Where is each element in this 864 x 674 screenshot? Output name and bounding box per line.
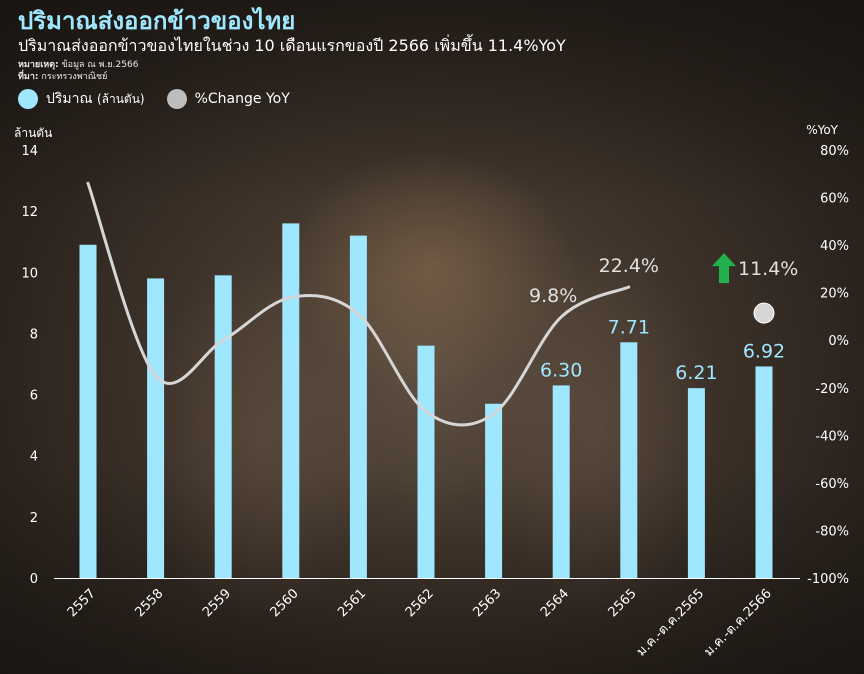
x-tick-label: 2562 xyxy=(403,586,437,620)
bar xyxy=(214,275,232,578)
y-left-tick-label: 8 xyxy=(30,327,38,342)
bar-data-label: 6.92 xyxy=(743,340,785,362)
x-tick-label: 2560 xyxy=(268,586,302,620)
bar xyxy=(349,235,367,578)
bar-data-label: 6.30 xyxy=(540,359,582,381)
x-tick-label: 2559 xyxy=(200,586,234,620)
change-data-label: 22.4% xyxy=(599,255,659,277)
bar xyxy=(147,278,165,578)
note-text: ข้อมูล ณ พ.ย.2566 xyxy=(58,60,139,70)
bar xyxy=(620,342,638,578)
source-line: ที่มา: กระทรวงพาณิชย์ xyxy=(18,71,566,83)
x-tick-label: ม.ค.-ต.ค.2566 xyxy=(701,586,774,659)
legend-swatch-volume xyxy=(18,89,38,109)
chart-subtitle: ปริมาณส่งออกข้าวของไทยในช่วง 10 เดือนแรก… xyxy=(18,36,566,55)
x-tick-label: 2565 xyxy=(606,586,640,620)
bar xyxy=(687,388,705,578)
x-tick-label: 2564 xyxy=(538,586,572,620)
y-right-tick-label: -40% xyxy=(815,429,849,444)
legend-label-volume: ปริมาณ xyxy=(46,91,93,107)
legend-unit-volume: (ล้านตัน) xyxy=(96,92,145,106)
legend-item-volume: ปริมาณ (ล้านตัน) xyxy=(18,88,145,110)
y-left-tick-label: 4 xyxy=(30,450,38,465)
change-marker xyxy=(753,302,775,324)
y-right-tick-label: -20% xyxy=(815,382,849,397)
bar xyxy=(755,366,773,578)
bar xyxy=(417,345,435,578)
y-left-tick-label: 0 xyxy=(30,572,38,587)
y-left-axis-label: ล้านตัน xyxy=(14,126,52,140)
source-text: กระทรวงพาณิชย์ xyxy=(38,72,108,82)
bar xyxy=(79,244,97,578)
y-right-tick-label: 40% xyxy=(820,239,849,254)
note-line: หมายเหตุ: ข้อมูล ณ พ.ย.2566 xyxy=(18,59,566,71)
bar xyxy=(485,403,503,578)
y-left-tick-label: 12 xyxy=(21,205,38,220)
source-label: ที่มา: xyxy=(18,72,39,82)
y-left-tick-label: 14 xyxy=(21,144,38,159)
x-tick-label: 2563 xyxy=(470,586,504,620)
legend-label-change: %Change YoY xyxy=(194,91,290,107)
y-right-tick-label: 0% xyxy=(828,334,849,349)
change-data-label: 9.8% xyxy=(529,285,577,307)
y-left-tick-label: 2 xyxy=(30,511,38,526)
legend-swatch-change xyxy=(166,89,187,109)
y-right-tick-label: 80% xyxy=(820,144,849,159)
y-left-tick-label: 10 xyxy=(21,266,38,281)
x-tick-label: ม.ค.-ต.ค.2565 xyxy=(634,586,707,659)
chart-legend: ปริมาณ (ล้านตัน) %Change YoY xyxy=(18,88,312,110)
up-arrow-icon xyxy=(712,253,736,284)
y-right-tick-label: -60% xyxy=(815,477,849,492)
change-data-label: 11.4% xyxy=(738,258,798,280)
x-tick-label: 2561 xyxy=(335,586,369,620)
bar xyxy=(552,385,570,578)
chart-header: ปริมาณส่งออกข้าวของไทย ปริมาณส่งออกข้าวข… xyxy=(18,6,566,83)
y-right-tick-label: 60% xyxy=(820,192,849,207)
x-tick-label: 2558 xyxy=(132,586,166,620)
bar-data-label: 7.71 xyxy=(608,316,650,338)
y-left-tick-label: 6 xyxy=(30,389,38,404)
x-tick-label: 2557 xyxy=(65,586,99,620)
legend-item-change: %Change YoY xyxy=(166,89,290,109)
bar xyxy=(282,223,300,578)
chart-title: ปริมาณส่งออกข้าวของไทย xyxy=(18,7,296,35)
y-right-axis-label: %YoY xyxy=(806,123,838,137)
note-label: หมายเหตุ: xyxy=(18,60,59,70)
y-right-tick-label: -100% xyxy=(807,572,849,587)
change-line xyxy=(86,181,631,427)
y-right-tick-label: 20% xyxy=(820,287,849,302)
bar-data-label: 6.21 xyxy=(675,362,717,384)
y-right-tick-label: -80% xyxy=(815,524,849,539)
